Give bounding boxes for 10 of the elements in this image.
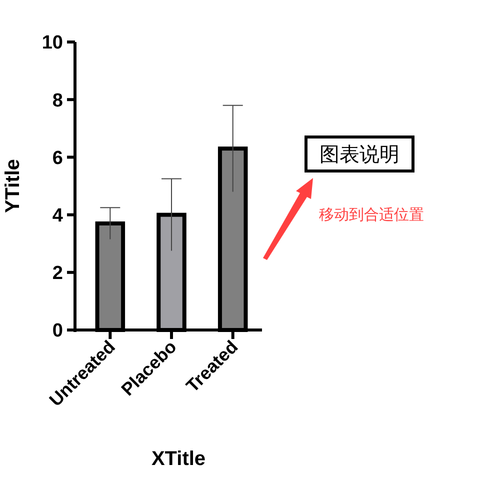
text: 移动到合适位置 (319, 206, 424, 224)
x-axis-title: XTitle (151, 448, 206, 470)
y-tick-label: 6 (52, 148, 63, 169)
y-tick-label: 10 (42, 32, 63, 54)
y-tick-label: 8 (52, 90, 63, 112)
y-axis-title: YTitle (2, 158, 24, 214)
y-tick-label: 4 (52, 205, 64, 226)
text: 图表说明 (320, 144, 400, 166)
y-tick-label: 2 (52, 263, 63, 284)
y-tick-label: 0 (52, 320, 63, 342)
